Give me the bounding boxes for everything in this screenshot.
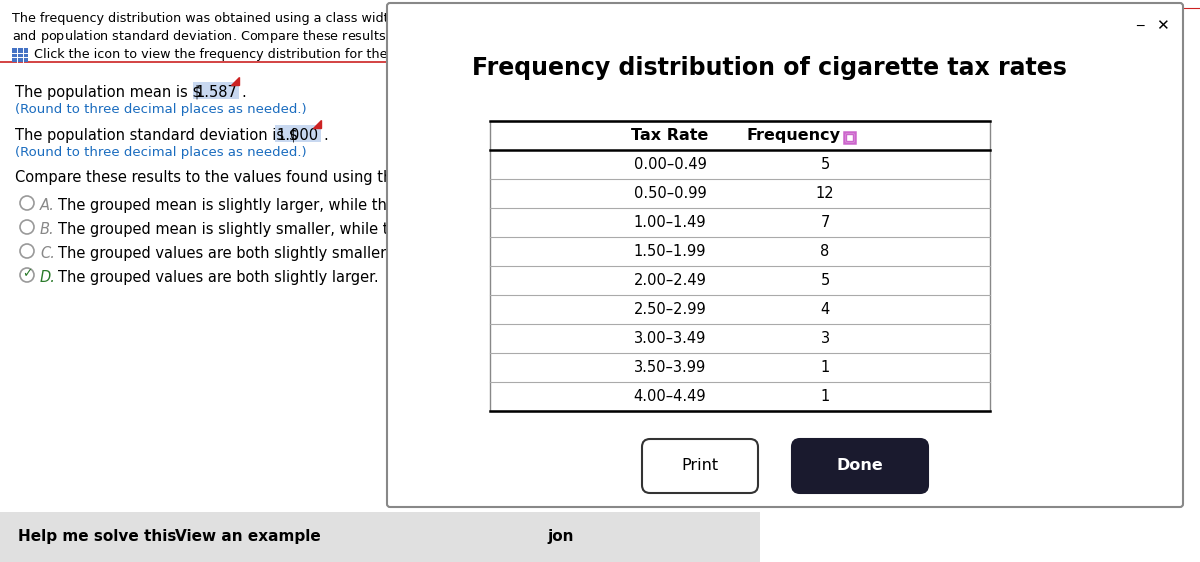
Bar [844, 132, 854, 143]
Text: View an example: View an example [175, 529, 320, 545]
Circle shape [20, 244, 34, 258]
Text: C.: C. [40, 246, 55, 261]
Text: 1.000: 1.000 [277, 128, 319, 143]
Text: 0.50–0.99: 0.50–0.99 [634, 186, 707, 201]
Circle shape [20, 220, 34, 234]
FancyBboxPatch shape [386, 3, 1183, 507]
Text: 1.50–1.99: 1.50–1.99 [634, 244, 707, 259]
Text: The grouped values are both slightly larger.: The grouped values are both slightly lar… [58, 270, 379, 285]
Text: Done: Done [836, 459, 883, 474]
Bar [275, 125, 322, 142]
Text: Help me solve this: Help me solve this [18, 529, 176, 545]
Bar [490, 121, 990, 411]
Text: .: . [323, 128, 328, 143]
Text: 1.587: 1.587 [196, 85, 236, 100]
Text: jon: jon [547, 529, 574, 545]
Text: 4: 4 [821, 302, 829, 317]
Text: 1.00–1.49: 1.00–1.49 [634, 215, 707, 230]
Bar [0, 512, 760, 562]
Text: The population mean is $: The population mean is $ [14, 85, 206, 100]
Text: B.: B. [40, 222, 55, 237]
Text: Click the icon to view the frequency distribution for the tax rates.: Click the icon to view the frequency dis… [34, 48, 452, 61]
Circle shape [20, 196, 34, 210]
Text: 5: 5 [821, 273, 829, 288]
Text: 12: 12 [816, 186, 834, 201]
Text: 2.00–2.49: 2.00–2.49 [634, 273, 707, 288]
Text: ✓: ✓ [22, 268, 32, 280]
Text: D.: D. [40, 270, 56, 285]
Text: Print: Print [682, 459, 719, 474]
Text: The grouped mean is slightly larger, while the grou: The grouped mean is slightly larger, whi… [58, 198, 433, 213]
Bar [193, 82, 239, 99]
Polygon shape [313, 120, 322, 128]
Text: The grouped mean is slightly smaller, while the gro: The grouped mean is slightly smaller, wh… [58, 222, 436, 237]
Text: The grouped values are both slightly smaller.: The grouped values are both slightly sma… [58, 246, 390, 261]
Text: (Round to three decimal places as needed.): (Round to three decimal places as needed… [14, 103, 307, 116]
Text: 1: 1 [821, 389, 829, 404]
Text: ✕: ✕ [1156, 19, 1169, 34]
Text: 7: 7 [821, 215, 829, 230]
Bar [846, 134, 853, 140]
Text: Compare these results to the values found using the actua: Compare these results to the values foun… [14, 170, 448, 185]
Text: 0.00–0.49: 0.00–0.49 [634, 157, 707, 172]
Text: .: . [241, 85, 246, 100]
Text: A.: A. [40, 198, 55, 213]
Text: 2.50–2.99: 2.50–2.99 [634, 302, 707, 317]
Text: 3.00–3.49: 3.00–3.49 [634, 331, 706, 346]
Text: ─: ─ [1136, 20, 1144, 33]
Text: 3.50–3.99: 3.50–3.99 [634, 360, 706, 375]
Text: 3: 3 [821, 331, 829, 346]
FancyBboxPatch shape [642, 439, 758, 493]
Text: Frequency: Frequency [746, 128, 840, 143]
FancyBboxPatch shape [792, 439, 928, 493]
Text: (Round to three decimal places as needed.): (Round to three decimal places as needed… [14, 146, 307, 159]
Text: The frequency distribution was obtained using a class width of 0.5 for data on c: The frequency distribution was obtained … [12, 12, 1076, 25]
Text: The population standard deviation is $: The population standard deviation is $ [14, 128, 302, 143]
Text: 4.00–4.49: 4.00–4.49 [634, 389, 707, 404]
Text: Tax Rate: Tax Rate [631, 128, 709, 143]
Text: and population standard deviation. Compare these results to the actual mean μ = : and population standard deviation. Compa… [12, 28, 782, 45]
Bar [12, 48, 28, 62]
Polygon shape [230, 77, 239, 85]
Circle shape [20, 268, 34, 282]
Text: 1: 1 [821, 360, 829, 375]
Text: 8: 8 [821, 244, 829, 259]
Text: Frequency distribution of cigarette tax rates: Frequency distribution of cigarette tax … [472, 56, 1067, 80]
Text: 5: 5 [821, 157, 829, 172]
